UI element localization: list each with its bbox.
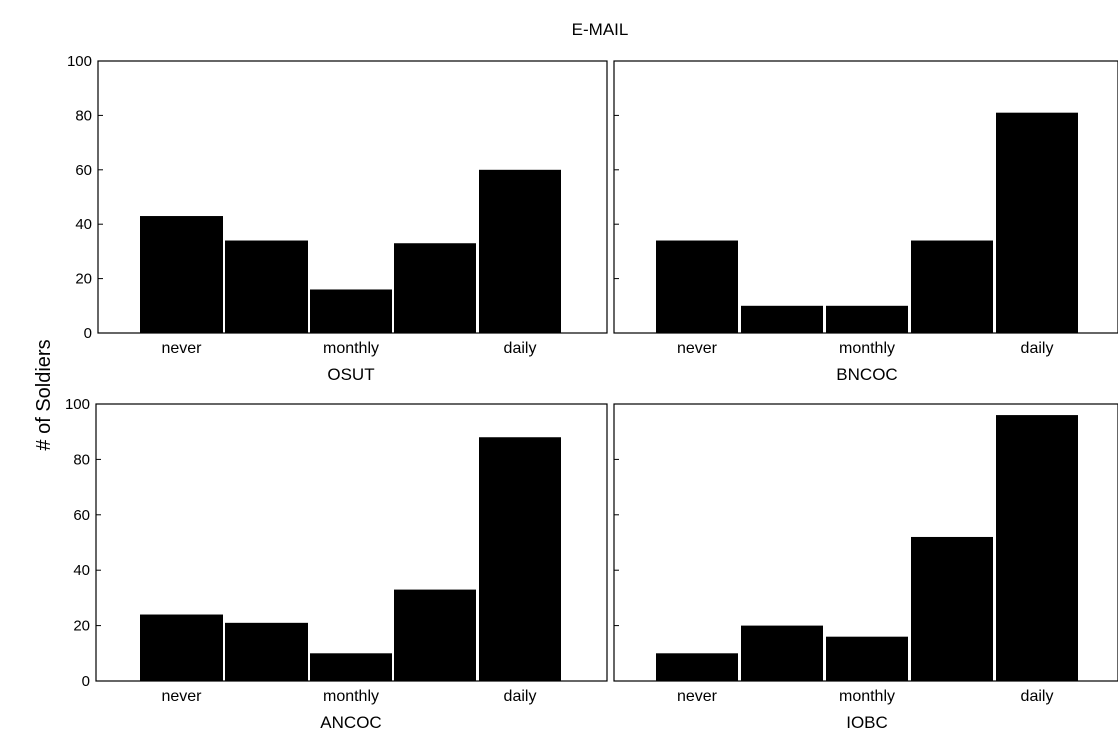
x-tick-label: daily xyxy=(1021,688,1054,705)
x-tick-label: monthly xyxy=(323,340,379,357)
bar xyxy=(826,305,908,333)
panel-title: OSUT xyxy=(327,365,374,384)
y-tick-label: 40 xyxy=(73,562,90,579)
bar xyxy=(656,653,738,681)
bar xyxy=(911,240,993,333)
panel-title: ANCOC xyxy=(320,713,381,732)
x-tick-label: never xyxy=(161,688,202,705)
bar xyxy=(394,243,476,333)
bar xyxy=(656,240,738,333)
bar xyxy=(911,536,993,681)
y-tick-label: 60 xyxy=(75,162,92,179)
y-tick-label: 80 xyxy=(75,107,92,124)
bar xyxy=(479,169,561,333)
bar xyxy=(140,216,223,333)
panel-title: IOBC xyxy=(846,713,888,732)
bar xyxy=(741,625,823,681)
y-tick-label: 100 xyxy=(67,53,92,70)
y-tick-label: 0 xyxy=(84,325,92,342)
bar xyxy=(996,112,1078,334)
y-tick-label: 100 xyxy=(65,396,90,413)
x-tick-label: monthly xyxy=(839,340,895,357)
y-tick-label: 60 xyxy=(73,507,90,524)
x-tick-label: monthly xyxy=(323,688,379,705)
x-tick-label: daily xyxy=(504,340,537,357)
y-tick-label: 40 xyxy=(75,216,92,233)
bar xyxy=(310,289,392,333)
bar xyxy=(140,614,223,681)
y-tick-label: 0 xyxy=(82,673,90,690)
bar xyxy=(310,653,392,681)
bar xyxy=(741,305,823,333)
y-tick-label: 80 xyxy=(73,451,90,468)
y-tick-label: 20 xyxy=(73,618,90,635)
x-tick-label: monthly xyxy=(839,688,895,705)
x-tick-label: daily xyxy=(1021,340,1054,357)
x-tick-label: never xyxy=(161,340,202,357)
bar xyxy=(996,415,1078,681)
x-tick-label: daily xyxy=(504,688,537,705)
x-tick-label: never xyxy=(677,340,718,357)
bar xyxy=(225,622,308,681)
chart-title: E-MAIL xyxy=(572,20,629,39)
bar xyxy=(394,589,476,681)
x-tick-label: never xyxy=(677,688,718,705)
y-tick-label: 20 xyxy=(75,271,92,288)
bar xyxy=(826,636,908,681)
bar xyxy=(225,240,308,333)
bar xyxy=(479,437,561,681)
panel-title: BNCOC xyxy=(836,365,897,384)
y-axis-label: # of Soldiers xyxy=(33,339,55,450)
